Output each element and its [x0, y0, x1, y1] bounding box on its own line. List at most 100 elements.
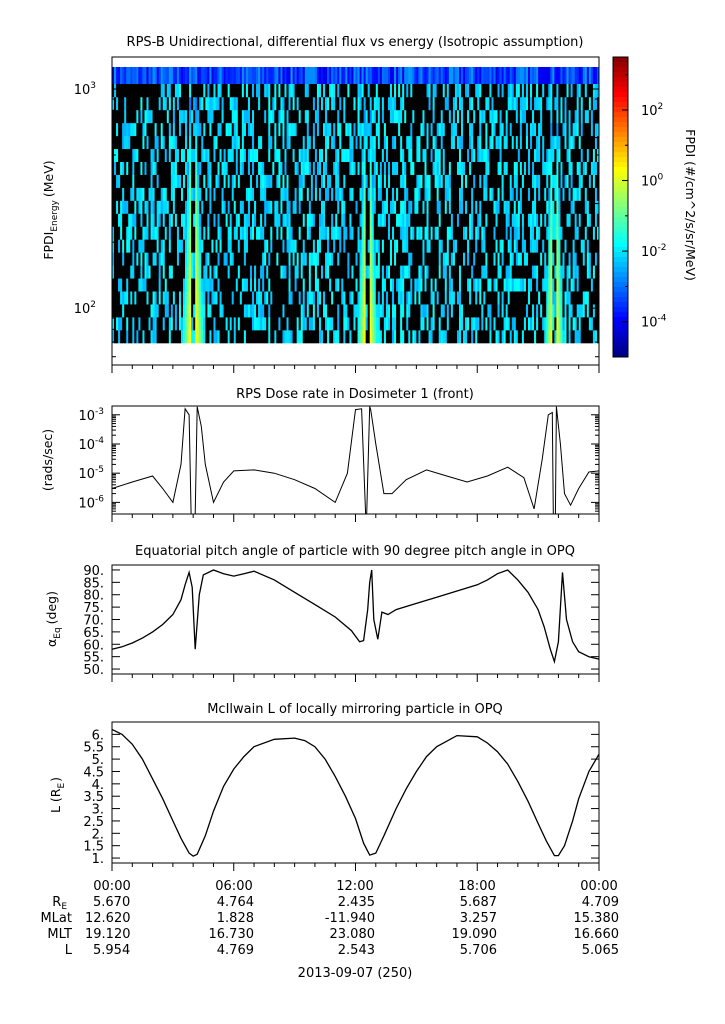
- heatmap-cell: [357, 291, 360, 305]
- heatmap-cell: [130, 278, 133, 292]
- heatmap-cell: [501, 252, 504, 266]
- heatmap-cell: [164, 213, 168, 227]
- heatmap-cell: [323, 265, 326, 279]
- heatmap-cell: [471, 96, 474, 111]
- heatmap-cell: [446, 122, 450, 137]
- heatmap-cell: [353, 187, 356, 201]
- heatmap-cell: [341, 265, 344, 279]
- heatmap-cell: [312, 200, 316, 214]
- heatmap-cell: [530, 187, 533, 201]
- heatmap-cell: [128, 330, 131, 344]
- heatmap-cell: [284, 161, 287, 175]
- heatmap-cell: [325, 304, 328, 318]
- heatmap-cell: [412, 187, 415, 201]
- heatmap-cell: [458, 330, 462, 344]
- heatmap-cell: [446, 200, 450, 214]
- heatmap-cell: [152, 317, 155, 331]
- heatmap-cell: [530, 213, 533, 227]
- heatmap-cell: [329, 67, 332, 84]
- heatmap-cell: [126, 67, 129, 84]
- heatmap-cell: [359, 226, 362, 240]
- heatmap-cell: [406, 278, 409, 292]
- heatmap-cell: [424, 96, 427, 111]
- heatmap-cell: [446, 278, 450, 292]
- heatmap-cell: [258, 291, 261, 305]
- heatmap-cell: [463, 148, 466, 162]
- heatmap-cell: [452, 291, 456, 305]
- heatmap-cell: [337, 291, 340, 305]
- heatmap-cell: [219, 109, 222, 124]
- heatmap-cell: [219, 148, 222, 162]
- heatmap-cell: [353, 135, 356, 150]
- heatmap-cell: [247, 278, 251, 292]
- heatmap-cell: [534, 161, 537, 175]
- heatmap-cell: [225, 96, 228, 111]
- heatmap-cell: [312, 67, 316, 84]
- heatmap-cell: [211, 174, 214, 188]
- heatmap-cell: [343, 109, 346, 124]
- heatmap-cell: [331, 330, 334, 344]
- heatmap-cell: [223, 174, 226, 188]
- heatmap-cell: [146, 174, 149, 188]
- heatmap-cell: [365, 122, 368, 137]
- heatmap-cell: [552, 330, 555, 344]
- heatmap-cell: [527, 304, 531, 318]
- heatmap-cell: [211, 265, 214, 279]
- heatmap-cell: [164, 96, 168, 111]
- heatmap-cell: [432, 161, 435, 175]
- heatmap-cell: [586, 161, 590, 175]
- heatmap-cell: [414, 148, 417, 162]
- heatmap-cell: [576, 67, 580, 84]
- heatmap-cell: [335, 200, 338, 214]
- heatmap-cell: [276, 187, 279, 201]
- heatmap-cell: [467, 304, 470, 318]
- heatmap-cell: [187, 291, 190, 305]
- heatmap-cell: [448, 278, 452, 292]
- heatmap-cell: [160, 304, 164, 318]
- heatmap-cell: [406, 67, 409, 84]
- heatmap-cell: [383, 291, 387, 305]
- heatmap-cell: [469, 148, 472, 162]
- heatmap-cell: [538, 265, 541, 279]
- heatmap-cell: [550, 174, 553, 188]
- heatmap-cell: [398, 213, 401, 227]
- heatmap-cell: [586, 135, 590, 150]
- heatmap-cell: [548, 161, 551, 175]
- heatmap-cell: [156, 226, 159, 240]
- heatmap-cell: [588, 304, 592, 318]
- heatmap-cell: [452, 252, 456, 266]
- heatmap-cell: [442, 304, 446, 318]
- heatmap-cell: [213, 330, 216, 344]
- heatmap-cell: [146, 148, 149, 162]
- heatmap-cell: [223, 252, 226, 266]
- heatmap-cell: [209, 135, 212, 150]
- heatmap-cell: [351, 252, 354, 266]
- heatmap-cell: [509, 96, 513, 111]
- heatmap-cell: [420, 109, 423, 124]
- heatmap-cell: [418, 174, 421, 188]
- heatmap-cell: [168, 291, 172, 305]
- heatmap-cell: [138, 109, 141, 124]
- heatmap-cell: [268, 226, 271, 240]
- heatmap-cell: [274, 213, 277, 227]
- heatmap-cell: [521, 161, 525, 175]
- heatmap-cell: [233, 278, 237, 292]
- heatmap-cell: [469, 96, 472, 111]
- heatmap-cell: [128, 109, 131, 124]
- heatmap-cell: [337, 174, 340, 188]
- heatmap-cell: [509, 278, 513, 292]
- heatmap-cell: [353, 148, 356, 162]
- heatmap-cell: [515, 213, 519, 227]
- heatmap-cell: [517, 330, 521, 344]
- heatmap-cell: [339, 161, 342, 175]
- panel-spectrogram: RPS-B Unidirectional, differential flux …: [41, 35, 698, 373]
- heatmap-cell: [191, 187, 194, 201]
- heatmap-cell: [440, 200, 444, 214]
- heatmap-cell: [499, 161, 502, 175]
- heatmap-cell: [335, 109, 338, 124]
- heatmap-cell: [357, 109, 360, 124]
- heatmap-cell: [150, 96, 153, 111]
- heatmap-cell: [203, 109, 206, 124]
- heatmap-cell: [408, 317, 411, 331]
- heatmap-cell: [532, 252, 535, 266]
